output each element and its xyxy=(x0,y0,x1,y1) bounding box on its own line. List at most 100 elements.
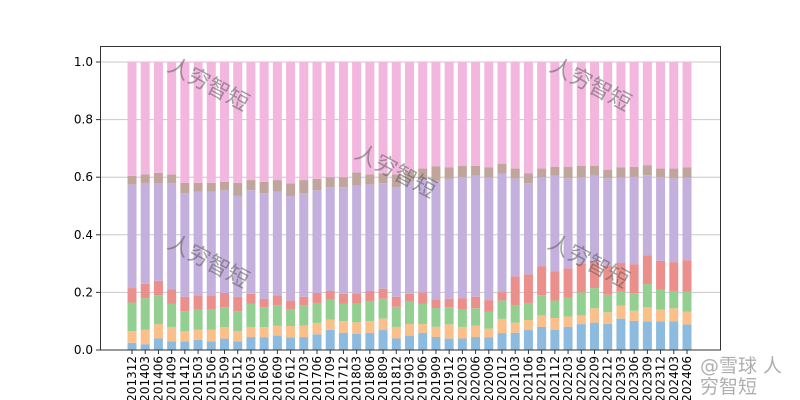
bar-segment-s2 xyxy=(523,320,533,331)
bar-segment-s3 xyxy=(312,302,322,323)
bar-segment-s2 xyxy=(603,312,613,324)
bar-segment-s1 xyxy=(405,335,414,350)
bar-segment-s4 xyxy=(563,268,573,298)
bar-segment-s5 xyxy=(193,191,203,296)
x-tick-label: 201706 xyxy=(310,356,324,400)
bar-segment-s6 xyxy=(272,180,282,192)
bar-segment-s7 xyxy=(497,62,507,164)
bar-segment-s6 xyxy=(629,166,639,177)
bar-segment-s4 xyxy=(127,288,137,303)
bar-segment-s6 xyxy=(259,181,269,194)
bar-segment-s1 xyxy=(550,329,560,350)
bar-segment-s6 xyxy=(405,171,414,182)
bar-segment-s5 xyxy=(391,187,401,297)
x-tick-label: 202009 xyxy=(482,356,496,400)
bar-segment-s5 xyxy=(378,183,388,289)
bar-segment-s5 xyxy=(127,184,137,289)
bar-segment-s5 xyxy=(338,187,348,294)
bar-segment-s5 xyxy=(418,180,428,293)
x-tick-label: 202012 xyxy=(495,356,509,400)
x-tick-label: 201312 xyxy=(125,356,139,400)
bar-segment-s4 xyxy=(153,280,163,296)
bar-segment-s4 xyxy=(167,289,177,304)
bar-segment-s6 xyxy=(193,182,203,192)
x-tick-label: 201606 xyxy=(257,356,271,400)
bar-segment-s6 xyxy=(233,182,243,196)
x-tick-label: 201906 xyxy=(416,356,430,400)
bar-segment-s3 xyxy=(378,298,388,319)
bar-segment-s1 xyxy=(233,341,243,350)
bar-segment-s4 xyxy=(497,292,507,301)
bar-segment-s1 xyxy=(457,338,467,350)
bar-segment-s4 xyxy=(457,298,467,310)
bar-segment-s6 xyxy=(206,182,216,192)
bar-segment-s6 xyxy=(669,168,679,179)
bar-segment-s3 xyxy=(193,309,203,330)
bar-segment-s3 xyxy=(405,301,414,325)
bar-segment-s4 xyxy=(405,293,414,302)
x-tick-label: 202212 xyxy=(601,356,615,400)
bar-segment-s7 xyxy=(431,62,441,167)
bar-segment-s4 xyxy=(484,300,494,312)
bar-segment-s3 xyxy=(603,294,613,313)
x-axis: 201312 201403 201406 201409 201412 201503 2015… xyxy=(125,350,694,400)
bar-segment-s7 xyxy=(682,62,692,168)
bar-segment-s5 xyxy=(656,177,666,261)
bar-segment-s3 xyxy=(431,308,441,327)
x-tick-label: 202406 xyxy=(680,356,694,400)
bar-segment-s7 xyxy=(523,62,533,174)
bar-segment-s4 xyxy=(272,295,282,306)
bar-segment-s2 xyxy=(193,329,203,340)
bar-segment-s1 xyxy=(510,332,520,350)
bars xyxy=(127,62,692,350)
bar-segment-s6 xyxy=(299,180,309,194)
bar-segment-s6 xyxy=(378,173,388,184)
bar-segment-s3 xyxy=(471,308,481,326)
bar-segment-s2 xyxy=(312,322,322,335)
bar-segment-s7 xyxy=(167,62,177,175)
bar-segment-s6 xyxy=(338,177,348,188)
bar-segment-s1 xyxy=(193,339,203,350)
bar-segment-s7 xyxy=(603,62,613,170)
x-tick-label: 202006 xyxy=(469,356,483,400)
bar-segment-s3 xyxy=(272,305,282,326)
bar-segment-s4 xyxy=(193,295,203,310)
x-tick-label: 202112 xyxy=(548,356,562,400)
bar-segment-s3 xyxy=(365,301,375,322)
bar-segment-s7 xyxy=(325,62,335,178)
bar-segment-s4 xyxy=(246,293,256,304)
bar-segment-s4 xyxy=(431,299,441,309)
bar-segment-s2 xyxy=(629,310,639,321)
bar-segment-s7 xyxy=(405,62,414,172)
bar-segment-s2 xyxy=(590,308,599,323)
bar-segment-s5 xyxy=(206,191,216,296)
bar-segment-s3 xyxy=(352,303,362,323)
bar-segment-s5 xyxy=(444,178,454,299)
x-tick-label: 201803 xyxy=(350,356,364,400)
x-tick-label: 201509 xyxy=(218,356,232,400)
bar-segment-s5 xyxy=(510,178,520,277)
bar-segment-s5 xyxy=(246,190,256,294)
bar-segment-s1 xyxy=(484,337,494,350)
bar-segment-s7 xyxy=(471,62,481,166)
x-tick-label: 201403 xyxy=(138,356,152,400)
bar-segment-s5 xyxy=(590,175,599,263)
bar-segment-s1 xyxy=(669,321,679,350)
bar-segment-s3 xyxy=(325,299,335,320)
bar-segment-s6 xyxy=(352,172,362,186)
bar-segment-s2 xyxy=(206,329,216,342)
bar-segment-s5 xyxy=(140,182,150,284)
bar-segment-s4 xyxy=(590,262,599,289)
x-tick-label: 202312 xyxy=(654,356,668,400)
bar-segment-s4 xyxy=(352,293,362,304)
bar-segment-s5 xyxy=(286,196,296,301)
x-tick-label: 201812 xyxy=(389,356,403,400)
x-tick-label: 201712 xyxy=(336,356,350,400)
bar-segment-s6 xyxy=(153,172,163,183)
x-tick-label: 202103 xyxy=(508,356,522,400)
bar-segment-s3 xyxy=(127,302,137,332)
bar-segment-s7 xyxy=(629,62,639,167)
bar-segment-s4 xyxy=(312,292,322,303)
x-tick-label: 201909 xyxy=(429,356,443,400)
bar-segment-s7 xyxy=(378,62,388,174)
